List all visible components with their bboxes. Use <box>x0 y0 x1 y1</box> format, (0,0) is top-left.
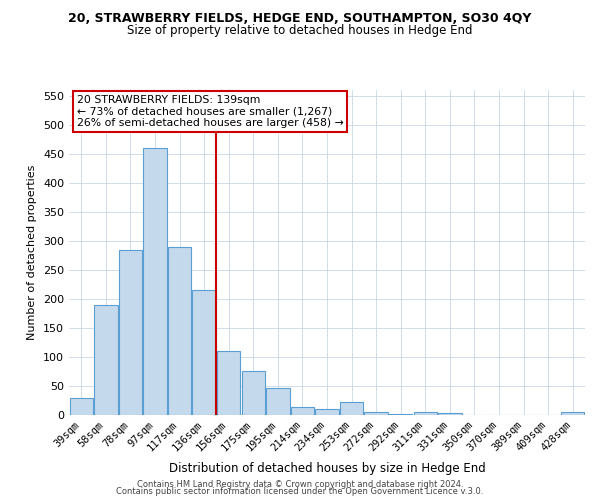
Bar <box>364 412 388 415</box>
Bar <box>143 148 167 415</box>
Bar <box>438 414 461 415</box>
Bar <box>291 408 314 415</box>
Bar <box>316 409 338 415</box>
Text: 20, STRAWBERRY FIELDS, HEDGE END, SOUTHAMPTON, SO30 4QY: 20, STRAWBERRY FIELDS, HEDGE END, SOUTHA… <box>68 12 532 26</box>
Bar <box>266 388 290 415</box>
Bar <box>193 290 216 415</box>
Bar <box>119 250 142 415</box>
Bar <box>217 351 241 415</box>
Text: 20 STRAWBERRY FIELDS: 139sqm
← 73% of detached houses are smaller (1,267)
26% of: 20 STRAWBERRY FIELDS: 139sqm ← 73% of de… <box>77 95 343 128</box>
Bar <box>561 412 584 415</box>
Text: Contains HM Land Registry data © Crown copyright and database right 2024.: Contains HM Land Registry data © Crown c… <box>137 480 463 489</box>
Bar <box>242 372 265 415</box>
Y-axis label: Number of detached properties: Number of detached properties <box>28 165 37 340</box>
Bar <box>389 414 412 415</box>
Bar <box>94 304 118 415</box>
Text: Size of property relative to detached houses in Hedge End: Size of property relative to detached ho… <box>127 24 473 37</box>
Bar <box>70 398 93 415</box>
X-axis label: Distribution of detached houses by size in Hedge End: Distribution of detached houses by size … <box>169 462 485 475</box>
Text: Contains public sector information licensed under the Open Government Licence v.: Contains public sector information licen… <box>116 488 484 496</box>
Bar <box>168 246 191 415</box>
Bar <box>413 412 437 415</box>
Bar <box>340 402 363 415</box>
